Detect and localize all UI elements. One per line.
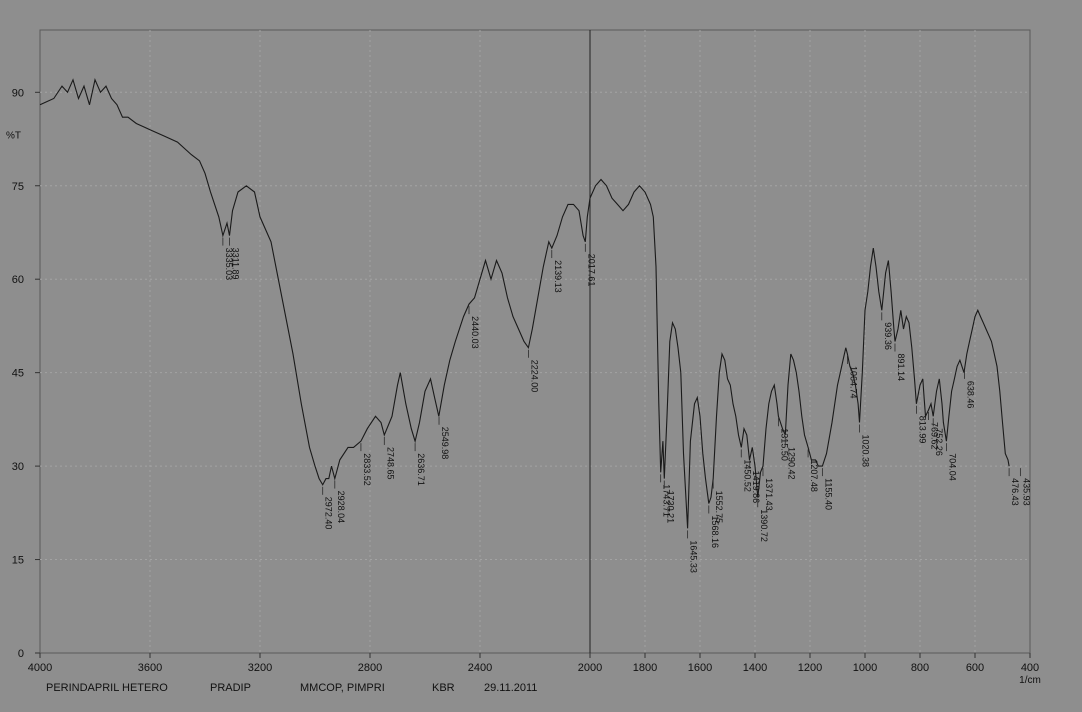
x-tick-label: 800 — [911, 662, 929, 674]
x-tick-label: 2000 — [578, 662, 602, 674]
peak-label: 2139.13 — [553, 260, 563, 293]
peak-label: 1315.50 — [779, 428, 789, 461]
peak-label: 813.99 — [917, 416, 927, 444]
peak-label: 1064.74 — [848, 366, 858, 399]
y-tick-label: 60 — [12, 274, 24, 286]
x-tick-label: 2400 — [468, 662, 492, 674]
footer-operator: PRADIP — [210, 682, 251, 694]
y-tick-label: 90 — [12, 87, 24, 99]
peak-label: 2017.61 — [586, 254, 596, 287]
peak-label: 1020.38 — [861, 435, 871, 468]
y-tick-label: 45 — [12, 368, 24, 380]
x-tick-label: 3200 — [248, 662, 272, 674]
peak-label: 1371.43 — [764, 478, 774, 511]
peak-label: 2636.71 — [416, 453, 426, 486]
y-tick-label: 30 — [12, 461, 24, 473]
peak-label: 1552.75 — [714, 491, 724, 524]
x-tick-label: 1400 — [743, 662, 767, 674]
y-tick-label: 75 — [12, 181, 24, 193]
peak-label: 2972.40 — [324, 497, 334, 530]
peak-label: 1419.86 — [751, 471, 761, 504]
x-tick-label: 4000 — [28, 662, 52, 674]
plot-frame — [39, 29, 1031, 654]
x-axis-label: 1/cm — [1019, 675, 1041, 686]
peak-label: 2928.04 — [336, 491, 346, 524]
peak-label: 1155.40 — [823, 478, 833, 510]
x-tick-label: 600 — [966, 662, 984, 674]
peak-label: 1207.48 — [809, 459, 819, 492]
spectrum-line — [39, 78, 1010, 529]
x-tick-label: 3600 — [138, 662, 162, 674]
x-tick-label: 1000 — [853, 662, 877, 674]
peak-label: 1290.42 — [786, 447, 796, 480]
peak-label: 3311.89 — [231, 248, 241, 280]
footer-method: KBR — [432, 682, 455, 694]
peak-label: 704.04 — [947, 453, 957, 481]
footer-sample: PERINDAPRIL HETERO — [46, 682, 168, 694]
y-axis-label: %T — [6, 130, 21, 141]
footer-institute: MMCOP, PIMPRI — [300, 682, 385, 694]
peak-label: 769.62 — [930, 422, 940, 450]
peak-label: 1450.52 — [742, 459, 752, 492]
peak-label: 435.93 — [1021, 478, 1031, 506]
y-tick-label: 0 — [18, 648, 24, 660]
x-tick-label: 2800 — [358, 662, 382, 674]
x-tick-label: 1600 — [688, 662, 712, 674]
peak-label: 1645.33 — [689, 540, 699, 573]
peak-label: 1743.71 — [662, 484, 672, 517]
peak-label: 1730.21 — [665, 491, 675, 524]
peak-label: 939.36 — [883, 322, 893, 350]
x-tick-label: 1200 — [798, 662, 822, 674]
peak-label: 3335.03 — [224, 248, 234, 281]
peak-label: 638.46 — [966, 381, 976, 409]
y-tick-label: 15 — [12, 555, 24, 567]
x-tick-label: 1800 — [633, 662, 657, 674]
peak-label: 2224.00 — [529, 360, 539, 393]
peak-label: 2440.03 — [470, 316, 480, 349]
peak-label: 2748.65 — [385, 447, 395, 480]
peak-label: 891.14 — [896, 354, 906, 382]
peak-label: 2833.52 — [362, 453, 372, 486]
peak-label: 752.26 — [934, 428, 944, 456]
peak-label: 1390.72 — [759, 509, 769, 542]
peak-label: 2549.98 — [440, 427, 450, 460]
peak-label: 1568.16 — [710, 516, 720, 549]
peak-label: 476.43 — [1010, 478, 1020, 506]
footer-date: 29.11.2011 — [484, 682, 538, 694]
x-tick-label: 400 — [1021, 662, 1039, 674]
